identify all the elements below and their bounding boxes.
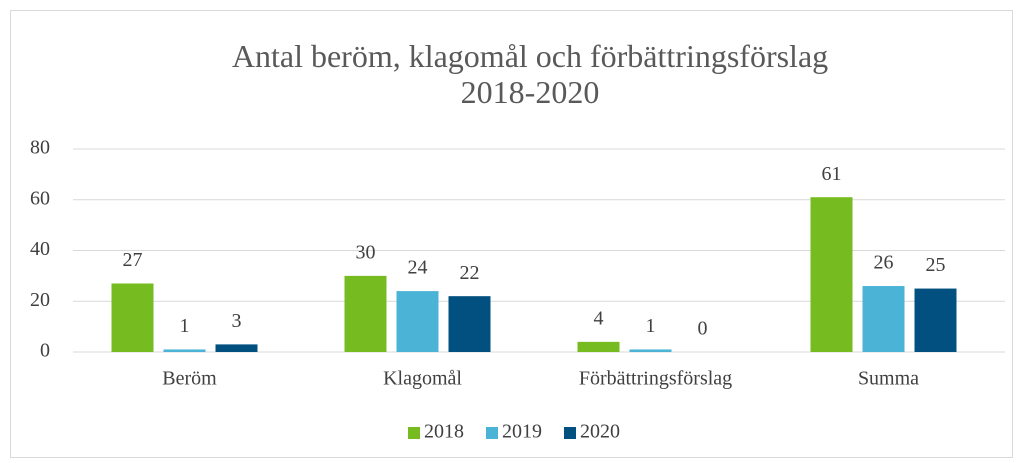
data-label: 3 <box>232 310 242 332</box>
legend-swatch <box>408 427 420 439</box>
data-label: 4 <box>594 307 604 329</box>
data-label: 24 <box>408 257 428 279</box>
legend-label: 2019 <box>502 421 542 443</box>
legend-swatch <box>564 427 576 439</box>
data-label: 1 <box>180 315 190 337</box>
x-tick-label: Förbättringsförslag <box>579 368 732 390</box>
data-label: 0 <box>698 318 708 340</box>
y-tick-label: 80 <box>30 137 50 159</box>
data-label: 25 <box>926 254 946 276</box>
bar <box>215 344 258 352</box>
bar <box>914 288 957 352</box>
y-tick-label: 40 <box>30 238 50 260</box>
bar <box>862 286 905 352</box>
bar <box>344 275 387 352</box>
data-label: 61 <box>822 163 842 185</box>
chart-title: Antal beröm, klagomål och förbättringsfö… <box>231 38 829 110</box>
legend-label: 2020 <box>580 421 620 443</box>
bar <box>577 341 620 352</box>
bar <box>448 296 491 352</box>
x-tick-label: Klagomål <box>383 368 462 390</box>
data-label: 1 <box>646 315 656 337</box>
legend-swatch <box>486 427 498 439</box>
y-tick-label: 0 <box>40 340 50 362</box>
x-tick-label: Summa <box>858 368 919 390</box>
bar <box>163 349 206 352</box>
bar <box>396 291 439 352</box>
bar <box>111 283 154 352</box>
y-tick-label: 20 <box>30 289 50 311</box>
legend-label: 2018 <box>424 421 464 443</box>
bar <box>629 349 672 352</box>
bar <box>810 197 853 352</box>
x-tick-label: Beröm <box>162 368 217 390</box>
data-label: 26 <box>874 252 894 274</box>
data-label: 30 <box>356 241 376 263</box>
data-label: 22 <box>460 262 480 284</box>
y-tick-label: 60 <box>30 187 50 209</box>
data-label: 27 <box>123 249 143 271</box>
